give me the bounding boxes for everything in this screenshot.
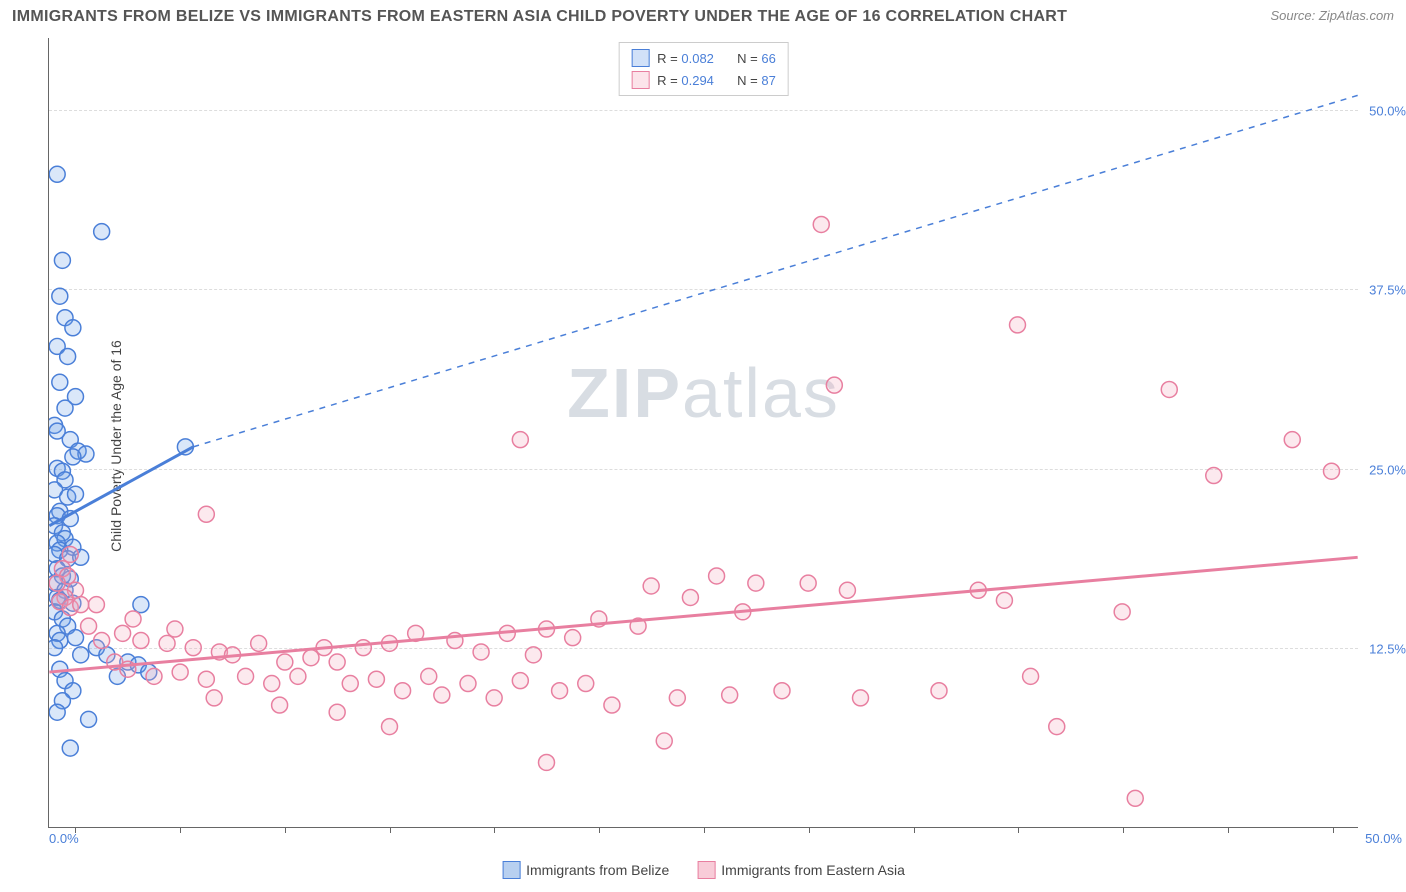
series-legend: Immigrants from Belize Immigrants from E… (502, 861, 905, 879)
swatch-belize-icon (502, 861, 520, 879)
y-tick-label: 12.5% (1369, 642, 1406, 657)
correlation-legend: R = 0.082 N = 66 R = 0.294 N = 87 (618, 42, 789, 96)
legend-item-belize: Immigrants from Belize (502, 861, 669, 879)
y-tick-label: 25.0% (1369, 462, 1406, 477)
swatch-belize (631, 49, 649, 67)
chart-plot-area: ZIPatlas 12.5%25.0%37.5%50.0% R = 0.082 … (48, 38, 1358, 828)
swatch-eastern-asia (631, 71, 649, 89)
legend-row-eastern-asia: R = 0.294 N = 87 (631, 69, 776, 91)
y-tick-label: 37.5% (1369, 283, 1406, 298)
source-attribution: Source: ZipAtlas.com (1270, 8, 1394, 23)
chart-title: IMMIGRANTS FROM BELIZE VS IMMIGRANTS FRO… (12, 8, 1067, 26)
x-tick-max: 50.0% (1365, 831, 1402, 846)
x-tick-min: 0.0% (49, 831, 79, 846)
scatter-svg (49, 38, 1358, 827)
swatch-eastern-asia-icon (697, 861, 715, 879)
legend-row-belize: R = 0.082 N = 66 (631, 47, 776, 69)
y-tick-label: 50.0% (1369, 103, 1406, 118)
legend-item-eastern-asia: Immigrants from Eastern Asia (697, 861, 905, 879)
